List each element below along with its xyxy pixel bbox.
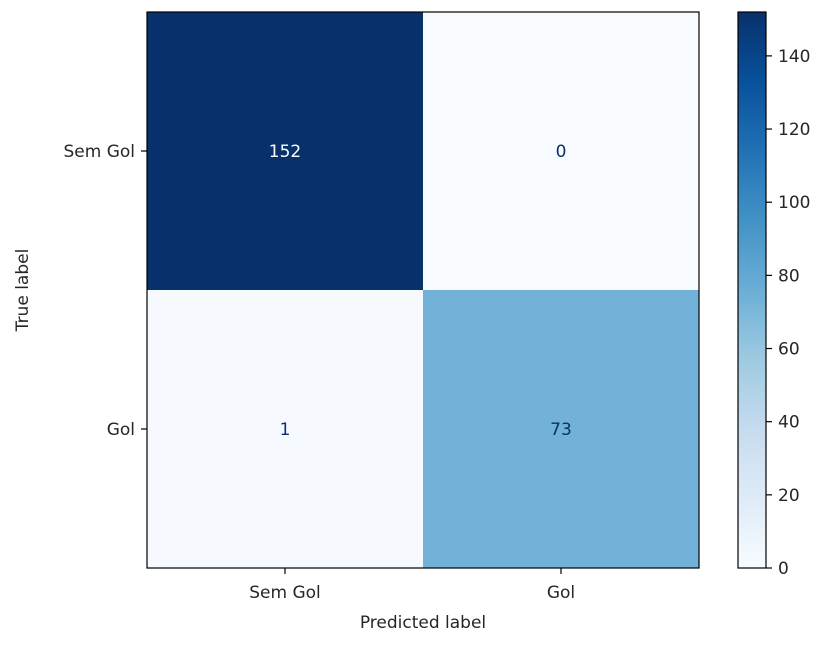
colorbar-ticks: 0 20 40 60 80 100 120 140 [766, 47, 810, 579]
colorbar-tick-label: 40 [778, 413, 800, 433]
y-axis-label: True label [13, 249, 33, 333]
colorbar-tick-label: 80 [778, 266, 800, 286]
x-axis-ticks: Sem Gol Gol [249, 568, 575, 603]
colorbar-tick-label: 120 [778, 120, 810, 140]
x-tick-label: Sem Gol [249, 583, 321, 603]
colorbar-tick-label: 100 [778, 193, 810, 213]
heatmap-cell [147, 12, 423, 290]
cell-value-label: 1 [280, 420, 291, 440]
y-axis-ticks: Sem Gol Gol [63, 142, 147, 440]
heatmap-cell [423, 12, 699, 290]
heatmap-cell [147, 290, 423, 568]
y-tick-label: Gol [107, 420, 135, 440]
heatmap-cells [147, 12, 699, 568]
x-axis-label: Predicted label [360, 613, 486, 633]
colorbar-tick-label: 0 [778, 559, 789, 579]
cell-value-labels: 152 0 1 73 [269, 142, 572, 440]
colorbar-tick-label: 20 [778, 486, 800, 506]
cell-value-label: 0 [556, 142, 567, 162]
heatmap-cell [423, 290, 699, 568]
plot-frame [146, 11, 700, 569]
cell-value-label: 73 [550, 420, 572, 440]
cell-value-label: 152 [269, 142, 301, 162]
colorbar [737, 11, 767, 569]
y-tick-label: Sem Gol [63, 142, 135, 162]
colorbar-tick-label: 60 [778, 340, 800, 360]
x-tick-label: Gol [547, 583, 575, 603]
colorbar-tick-label: 140 [778, 47, 810, 67]
